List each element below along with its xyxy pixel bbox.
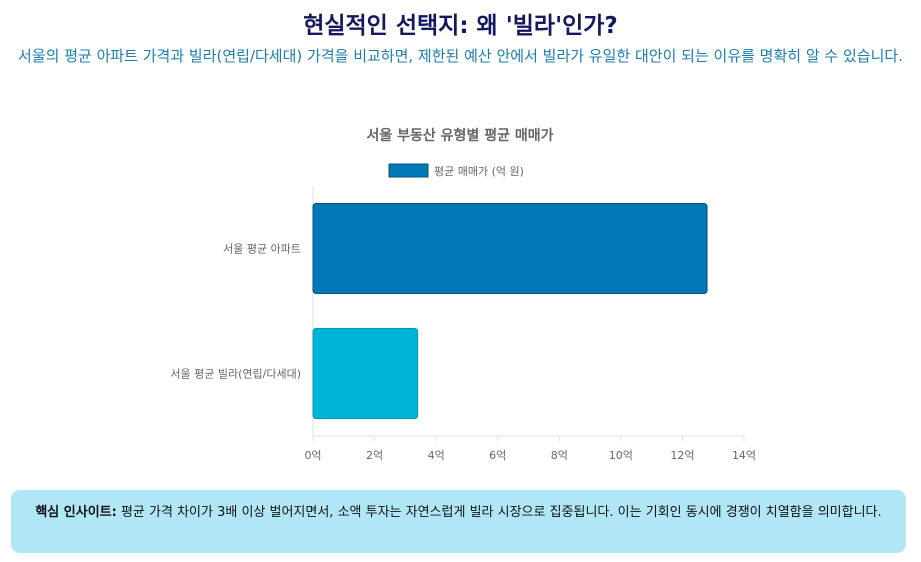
y-category-label: 서울 평균 빌라(연립/다세대) — [170, 368, 301, 381]
x-tick-labels: 0억 2억 4억 6억 8억 10억 12억 14억 — [304, 436, 756, 462]
chart-bars — [312, 203, 708, 419]
legend-swatch[interactable] — [388, 163, 429, 178]
x-tick-label: 12억 — [670, 449, 694, 462]
bar-chart: 서울 부동산 유형별 평균 매매가 평균 매매가 (억 원) 0억 2억 4억 6억 8… — [170, 127, 756, 462]
x-tick-label: 2억 — [366, 449, 383, 462]
page-title: 현실적인 선택지: 왜 '빌라'인가? — [303, 13, 618, 39]
x-tick-label: 10억 — [609, 449, 633, 462]
insight-text: 평균 가격 차이가 3배 이상 벌어지면서, 소액 투자는 자연스럽게 빌라 시… — [116, 505, 882, 520]
insight-callout: 핵심 인사이트: 평균 가격 차이가 3배 이상 벌어지면서, 소액 투자는 자… — [11, 490, 906, 553]
x-tick-label: 6억 — [489, 449, 506, 462]
page-subtitle: 서울의 평균 아파트 가격과 빌라(연립/다세대) 가격을 비교하면, 제한된 … — [18, 47, 903, 65]
x-tick-label: 4억 — [428, 449, 445, 462]
y-category-label: 서울 평균 아파트 — [223, 243, 301, 256]
x-tick-label: 8억 — [551, 449, 568, 462]
legend-label[interactable]: 평균 매매가 (억 원) — [434, 165, 524, 178]
x-tick-label: 14억 — [732, 449, 756, 462]
bar[interactable] — [312, 203, 708, 294]
x-tick-label: 0억 — [304, 449, 321, 462]
bar[interactable] — [312, 328, 419, 419]
chart-title: 서울 부동산 유형별 평균 매매가 — [367, 127, 554, 144]
chart-legend[interactable]: 평균 매매가 (억 원) — [388, 163, 524, 178]
insight-label: 핵심 인사이트: — [35, 505, 117, 520]
